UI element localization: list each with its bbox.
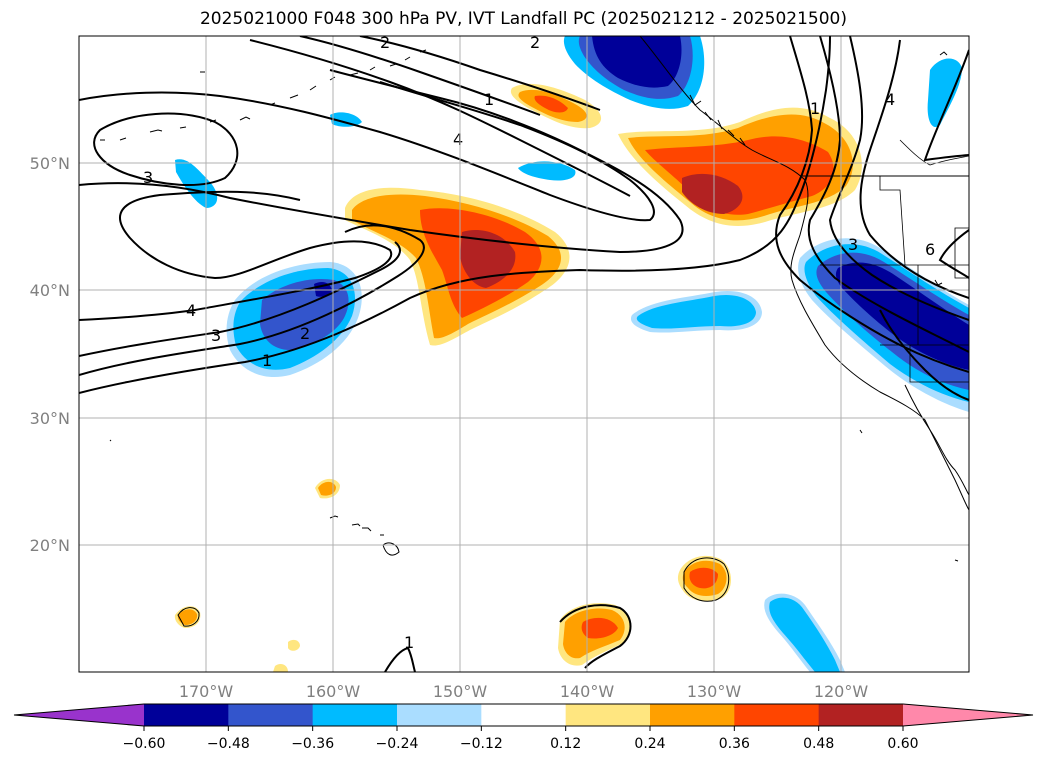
colorbar-tick-label: −0.48: [207, 736, 250, 752]
contour-label: 3: [143, 168, 153, 187]
colorbar-segment: [481, 704, 567, 726]
colorbar-tick-label: 0.12: [550, 736, 581, 752]
lon-label: 140°W: [560, 682, 615, 701]
contour-label: 2: [380, 33, 390, 52]
colorbar-segment: [397, 704, 482, 726]
colorbar-tick-label: 0.48: [803, 736, 834, 752]
ivt-shading: [174, 36, 969, 672]
colorbar-extend-max: [903, 704, 1033, 726]
colorbar-tick-label: 0.36: [719, 736, 750, 752]
pv-contours: [79, 36, 969, 672]
colorbar-segment: [565, 704, 651, 726]
contour-label: 2: [300, 324, 310, 343]
lon-label: 170°W: [179, 682, 234, 701]
colorbar-segment: [734, 704, 820, 726]
lat-label: 40°N: [30, 281, 70, 300]
colorbar-segment: [228, 704, 314, 726]
contour-label: 3: [848, 235, 858, 254]
contour-label: 4: [885, 90, 895, 109]
contour-label: 6: [925, 240, 935, 259]
lon-label: 130°W: [687, 682, 742, 701]
coastlines: [100, 36, 969, 562]
contour-label: 1: [484, 90, 494, 109]
lon-label: 120°W: [814, 682, 869, 701]
contour-label: 3: [211, 326, 221, 345]
colorbar-segment: [144, 704, 229, 726]
contour-label: 1: [262, 351, 272, 370]
lat-label: 20°N: [30, 536, 70, 555]
latitude-labels: 50°N 40°N 30°N 20°N: [30, 154, 70, 555]
map-title: 2025021000 F048 300 hPa PV, IVT Landfall…: [199, 9, 847, 29]
contour-label: 1: [404, 633, 414, 652]
lat-label: 50°N: [30, 154, 70, 173]
colorbar-extend-min: [14, 704, 144, 726]
colorbar-tick-label: −0.24: [376, 736, 419, 752]
colorbar: −0.60 −0.48 −0.36 −0.24 −0.12 0.12 0.24 0.36 0.4…: [13, 703, 1034, 752]
lon-label: 150°W: [433, 682, 488, 701]
contour-label: 4: [186, 301, 196, 320]
contour-label: 1: [810, 99, 820, 118]
colorbar-tick-label: −0.60: [123, 736, 166, 752]
colorbar-tick-label: 0.60: [887, 736, 918, 752]
colorbar-tick-label: 0.24: [634, 736, 665, 752]
gridlines: [79, 36, 969, 672]
colorbar-segment: [818, 704, 904, 726]
contour-label: 4: [453, 130, 463, 149]
colorbar-tick-label: −0.36: [291, 736, 334, 752]
lat-label: 30°N: [30, 409, 70, 428]
pv-contour-labels: 1 2 3 4 1 4 3 4 1 2 3 6 2 1: [143, 33, 935, 652]
colorbar-tick-label: −0.12: [460, 736, 503, 752]
colorbar-segment: [312, 704, 398, 726]
colorbar-segment: [650, 704, 735, 726]
lon-label: 160°W: [306, 682, 361, 701]
longitude-labels: 170°W 160°W 150°W 140°W 130°W 120°W: [179, 682, 869, 701]
contour-label: 2: [530, 33, 540, 52]
plot-frame: [78, 35, 970, 673]
